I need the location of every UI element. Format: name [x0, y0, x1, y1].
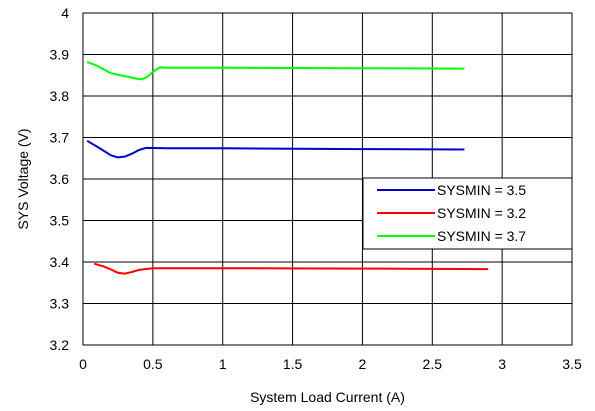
y-tick-label: 4	[61, 5, 69, 21]
x-tick-label: 0.5	[143, 356, 163, 372]
legend-label: SYSMIN = 3.7	[437, 228, 526, 244]
legend-label: SYSMIN = 3.2	[437, 205, 526, 221]
x-tick-label: 0	[79, 356, 87, 372]
y-tick-label: 3.9	[50, 47, 70, 63]
y-tick-label: 3.8	[50, 88, 70, 104]
legend: SYSMIN = 3.5 SYSMIN = 3.2 SYSMIN = 3.7	[362, 177, 573, 250]
y-tick-label: 3.7	[50, 130, 70, 146]
y-tick-label: 3.3	[50, 296, 70, 312]
legend-label: SYSMIN = 3.5	[437, 182, 526, 198]
y-axis-ticks: 3.2 3.3 3.4 3.5 3.6 3.7 3.8 3.9 4	[50, 5, 70, 353]
y-tick-label: 3.2	[50, 337, 70, 353]
x-axis-ticks: 0 0.5 1 1.5 2 2.5 3 3.5	[79, 356, 582, 372]
x-tick-label: 2.5	[423, 356, 443, 372]
x-tick-label: 2	[359, 356, 367, 372]
series-lines	[86, 61, 489, 275]
y-tick-label: 3.5	[50, 213, 70, 229]
x-axis-label: System Load Current (A)	[250, 389, 405, 405]
y-tick-label: 3.6	[50, 171, 70, 187]
series-line-2	[93, 262, 489, 275]
x-tick-label: 3.5	[562, 356, 582, 372]
series-line-1	[86, 139, 465, 159]
x-tick-label: 1	[219, 356, 227, 372]
x-tick-label: 1.5	[283, 356, 303, 372]
x-tick-label: 3	[498, 356, 506, 372]
y-tick-label: 3.4	[50, 254, 70, 270]
series-line-3	[86, 61, 465, 81]
y-axis-label: SYS Voltage (V)	[15, 128, 31, 229]
